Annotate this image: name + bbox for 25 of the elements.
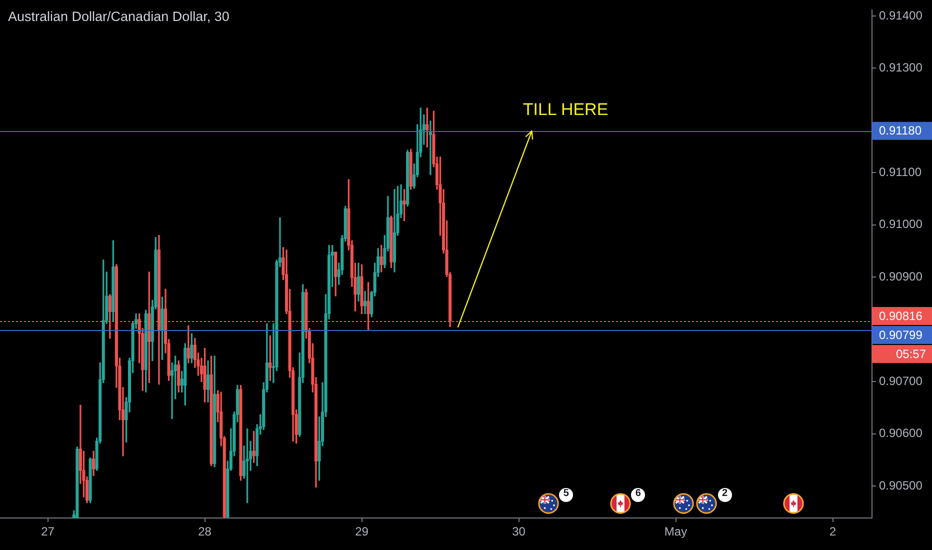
annotation: 6: [631, 488, 646, 502]
y-tick-label: 0.91100: [879, 164, 922, 179]
y-tick-label: 0.90600: [879, 426, 923, 440]
y-tick-label: 0.91400: [879, 8, 923, 22]
x-tick-label: 27: [41, 524, 55, 539]
ref-line-label: 0.90799: [879, 328, 923, 342]
x-tick-label: 28: [198, 524, 212, 539]
annotation: TILL HERE: [522, 100, 608, 119]
x-tick-label: 2: [829, 524, 836, 539]
text: 05:57: [896, 346, 926, 361]
candlestick: [363, 290, 367, 314]
ref-line-label: 0.90816: [879, 308, 923, 323]
chart-title: Australian Dollar/Canadian Dollar, 30: [8, 9, 230, 24]
y-tick-label: 0.91300: [879, 60, 923, 74]
annotation: 2: [718, 488, 732, 502]
x-tick-label: 30: [512, 524, 526, 539]
y-tick-label: 0.91000: [879, 217, 923, 232]
x-tick-label: 29: [355, 524, 369, 539]
candlestick: [428, 120, 432, 176]
annotation: 5: [559, 488, 574, 502]
ref-line-label: 0.91180: [879, 124, 922, 138]
y-tick-label: 0.90500: [879, 478, 923, 492]
x-tick-label: May: [664, 524, 688, 539]
y-tick-label: 0.90700: [879, 374, 923, 388]
y-tick-label: 0.90900: [879, 269, 923, 284]
